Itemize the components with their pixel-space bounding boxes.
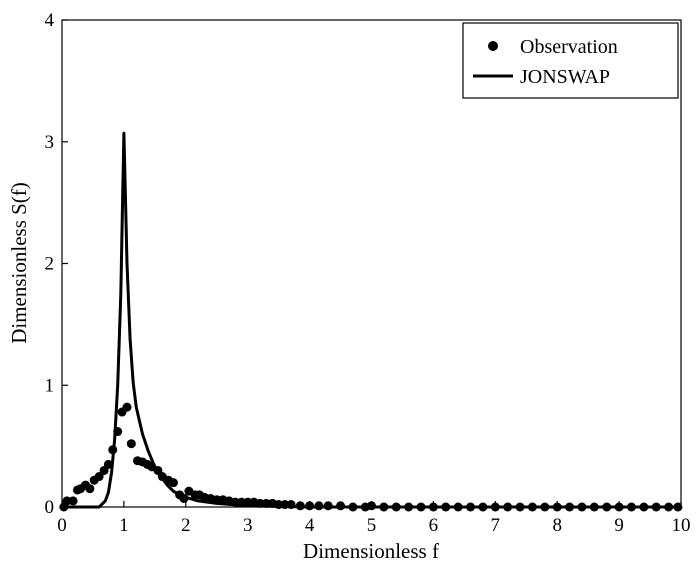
observation-point	[639, 502, 649, 512]
observation-point	[237, 497, 247, 507]
observation-point	[280, 500, 290, 510]
observation-point	[168, 478, 178, 488]
observation-point	[212, 495, 222, 505]
legend: Observation JONSWAP	[462, 22, 679, 99]
observation-point	[664, 502, 674, 512]
series-line-jonswap	[62, 131, 681, 509]
observation-point	[243, 497, 253, 507]
x-tick-label: 4	[305, 515, 315, 536]
x-tick-label: 9	[614, 515, 624, 536]
y-tick-label: 3	[45, 132, 55, 153]
observation-point	[626, 502, 636, 512]
y-tick-label: 0	[45, 497, 55, 518]
observation-point	[126, 439, 136, 449]
y-axis-label: Dimensionless S(f)	[7, 182, 31, 344]
series-layer	[59, 131, 683, 512]
y-tick-label: 4	[45, 10, 55, 31]
observation-point	[428, 502, 438, 512]
observation-point	[391, 502, 401, 512]
observation-point	[68, 496, 78, 506]
observation-point	[230, 497, 240, 507]
observation-point	[527, 502, 537, 512]
observation-point	[113, 427, 123, 437]
legend-label-jonswap: JONSWAP	[520, 66, 610, 88]
observation-point	[367, 501, 376, 511]
legend-box	[462, 22, 679, 99]
observation-point	[314, 501, 324, 511]
observation-point	[490, 502, 500, 512]
observation-point	[379, 502, 389, 512]
observation-point	[336, 501, 346, 511]
x-tick-label: 6	[429, 515, 439, 536]
y-tick-label: 1	[45, 375, 55, 396]
observation-point	[295, 501, 305, 511]
x-tick-label: 0	[57, 515, 67, 536]
observation-point	[441, 502, 451, 512]
observation-point	[515, 502, 525, 512]
observation-point	[416, 502, 426, 512]
x-tick-label: 1	[119, 515, 129, 536]
observation-point	[673, 502, 683, 512]
observation-point	[62, 496, 72, 506]
observation-point	[651, 502, 661, 512]
observation-point	[255, 498, 265, 508]
observation-point	[614, 502, 624, 512]
observation-point	[466, 502, 476, 512]
x-tick-label: 8	[552, 515, 562, 536]
observation-point	[565, 502, 575, 512]
observation-point	[286, 500, 296, 510]
observation-point	[274, 500, 284, 510]
observation-point	[122, 402, 132, 412]
observation-point	[577, 502, 587, 512]
observation-point	[552, 502, 562, 512]
x-tick-label: 5	[367, 515, 377, 536]
legend-marker-observation	[488, 41, 498, 51]
x-tick-label: 7	[491, 515, 501, 536]
observation-point	[179, 493, 189, 503]
observation-point	[348, 502, 358, 512]
observation-point	[540, 502, 550, 512]
x-axis-label: Dimensionless f	[303, 539, 439, 563]
observation-point	[404, 502, 414, 512]
y-tick-label: 2	[45, 254, 55, 275]
observation-point	[85, 484, 95, 494]
x-tick-label: 3	[243, 515, 253, 536]
observation-point	[602, 502, 612, 512]
observation-point	[103, 459, 113, 469]
observation-point	[589, 502, 599, 512]
observation-point	[94, 472, 104, 482]
observation-point	[108, 445, 118, 455]
observation-point	[478, 502, 488, 512]
observation-point	[261, 498, 271, 508]
legend-label-observation: Observation	[520, 36, 618, 58]
x-tick-label: 2	[181, 515, 191, 536]
observation-point	[453, 502, 463, 512]
observation-point	[503, 502, 513, 512]
observation-point	[323, 501, 333, 511]
x-tick-label: 10	[672, 515, 691, 536]
y-axis-ticks: 0 1 2 3 4	[45, 10, 68, 518]
observation-point	[305, 501, 315, 511]
